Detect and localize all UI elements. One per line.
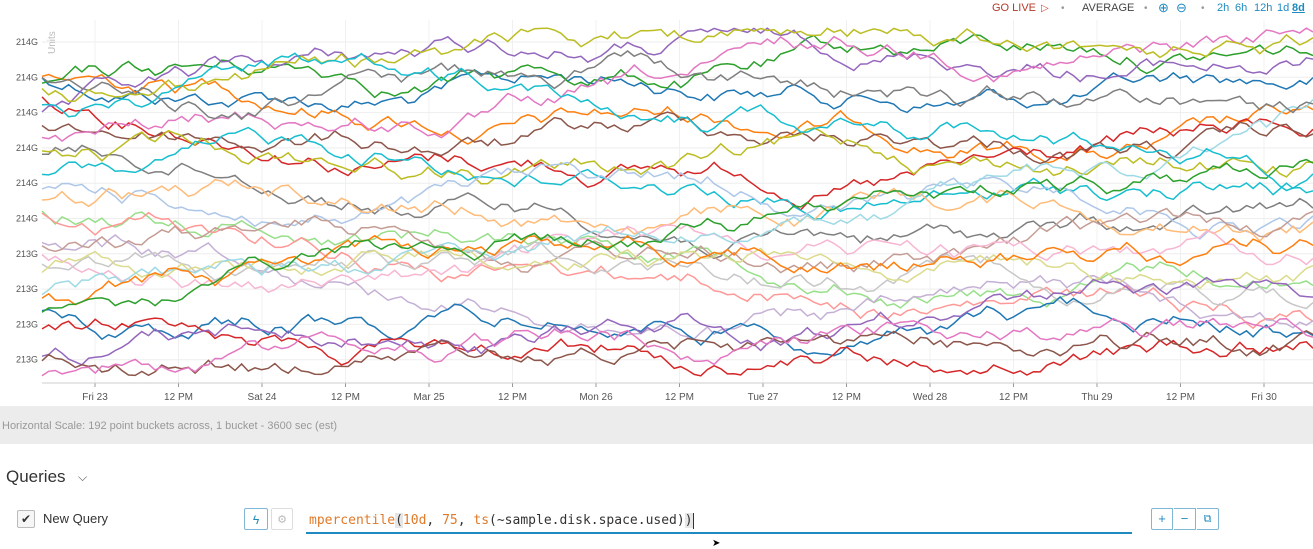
x-tick-label: Thu 29 xyxy=(1081,392,1113,403)
chart-toolbar: GO LIVE ▷ • AVERAGE • ⊕ ⊖ • 2h 6h 12h 1d… xyxy=(0,0,1313,18)
line-chart[interactable]: 214G 214G 214G 214G 214G 214G 213G 213G 213G 213G… xyxy=(0,18,1313,406)
chart-series xyxy=(41,27,1313,377)
y-tick-label: 214G xyxy=(16,37,38,47)
series-line[interactable] xyxy=(41,276,1313,366)
text-cursor xyxy=(692,512,694,529)
x-tick-label: Fri 30 xyxy=(1251,392,1277,403)
zoom-out-icon[interactable]: ⊖ xyxy=(1176,0,1187,15)
horizontal-scale-text: Horizontal Scale: 192 point buckets acro… xyxy=(2,420,338,432)
y-tick-label: 214G xyxy=(16,143,38,153)
series-line[interactable] xyxy=(41,50,1313,121)
range-6h[interactable]: 6h xyxy=(1235,2,1248,14)
y-tick-label: 213G xyxy=(16,284,38,294)
range-8d[interactable]: 8d xyxy=(1292,2,1305,14)
vertical-grid xyxy=(94,20,1265,383)
expr-sep: , xyxy=(426,513,443,528)
series-line[interactable] xyxy=(41,295,1313,357)
query-expression-input[interactable]: mpercentile(10d, 75, ts(~sample.disk.spa… xyxy=(306,509,1132,534)
x-tick-label: Mar 25 xyxy=(413,392,445,403)
query-enable-checkbox[interactable]: ✔ xyxy=(17,510,35,528)
separator-dot: • xyxy=(1144,3,1148,14)
x-tick-label: 12 PM xyxy=(999,392,1028,403)
series-line[interactable] xyxy=(41,27,1313,113)
x-tick-label: 12 PM xyxy=(331,392,360,403)
aggregation-select[interactable]: AVERAGE xyxy=(1082,2,1135,14)
x-axis-ticks: Fri 23 12 PM Sat 24 12 PM Mar 25 12 PM Mon 26 1… xyxy=(42,382,1313,403)
series-line[interactable] xyxy=(41,96,1313,212)
x-tick-label: Fri 23 xyxy=(82,392,108,403)
series-line[interactable] xyxy=(41,329,1313,377)
y-tick-label: 213G xyxy=(16,355,38,365)
y-tick-label: 214G xyxy=(16,214,38,224)
y-tick-label: 213G xyxy=(16,319,38,329)
series-line[interactable] xyxy=(41,73,1313,164)
series-line[interactable] xyxy=(41,127,1313,185)
series-line[interactable] xyxy=(41,126,1313,220)
y-tick-label: 214G xyxy=(16,178,38,188)
lightning-icon[interactable]: ϟ xyxy=(244,508,268,530)
series-line[interactable] xyxy=(41,241,1313,310)
series-line[interactable] xyxy=(41,317,1313,377)
x-tick-label: 12 PM xyxy=(665,392,694,403)
series-line[interactable] xyxy=(41,27,1313,103)
y-tick-label: 213G xyxy=(16,249,38,259)
range-12h[interactable]: 12h xyxy=(1254,2,1273,14)
copy-icon[interactable]: ⧉ xyxy=(1197,508,1219,530)
x-tick-label: 12 PM xyxy=(164,392,193,403)
chevron-down-icon[interactable]: ⌵ xyxy=(78,470,88,484)
series-line[interactable] xyxy=(41,111,1313,165)
series-line[interactable] xyxy=(41,247,1313,290)
x-tick-label: 12 PM xyxy=(1166,392,1195,403)
separator-dot: • xyxy=(1201,3,1205,14)
x-tick-label: Tue 27 xyxy=(748,392,779,403)
queries-title[interactable]: Queries xyxy=(6,467,66,486)
remove-query-button[interactable]: − xyxy=(1174,508,1196,530)
series-line[interactable] xyxy=(41,211,1313,330)
expr-arg-percentile: 75 xyxy=(442,513,458,528)
query-name[interactable]: New Query xyxy=(43,511,109,526)
series-line[interactable] xyxy=(41,34,1313,99)
series-line[interactable] xyxy=(41,161,1313,240)
play-triangle-icon[interactable]: ▷ xyxy=(1041,3,1049,14)
series-line[interactable] xyxy=(41,178,1313,243)
add-query-button[interactable]: + xyxy=(1151,508,1173,530)
series-line[interactable] xyxy=(41,317,1313,377)
series-line[interactable] xyxy=(41,52,1313,194)
expr-sep: , xyxy=(457,513,474,528)
gear-icon[interactable]: ⚙ xyxy=(271,508,293,530)
range-2h[interactable]: 2h xyxy=(1217,2,1230,14)
series-line[interactable] xyxy=(41,69,1313,114)
x-tick-label: 12 PM xyxy=(498,392,527,403)
x-tick-label: Sat 24 xyxy=(248,392,277,403)
series-line[interactable] xyxy=(41,99,1313,296)
expr-metric: (~sample.disk.space.used) xyxy=(489,513,685,528)
y-tick-label: 214G xyxy=(16,72,38,82)
expr-arg-window: 10d xyxy=(402,513,427,528)
x-tick-label: Mon 26 xyxy=(579,392,613,403)
horizontal-scale-bar: Horizontal Scale: 192 point buckets acro… xyxy=(0,406,1313,444)
expr-ts-function: ts xyxy=(473,513,490,528)
range-1d[interactable]: 1d xyxy=(1277,2,1290,14)
expr-close-paren: ) xyxy=(684,513,693,528)
x-tick-label: Wed 28 xyxy=(913,392,948,403)
y-axis-ticks: 214G 214G 214G 214G 214G 214G 213G 213G 213G 213G xyxy=(16,37,38,365)
mouse-pointer-icon: ➤ xyxy=(712,538,721,549)
expr-open-paren: ( xyxy=(395,513,403,528)
zoom-in-icon[interactable]: ⊕ xyxy=(1158,0,1169,15)
y-tick-label: 214G xyxy=(16,108,38,118)
y-axis-label: Units xyxy=(47,31,58,54)
series-line[interactable] xyxy=(41,234,1313,306)
series-line[interactable] xyxy=(41,158,1313,313)
separator-dot: • xyxy=(1061,3,1065,14)
go-live-button[interactable]: GO LIVE xyxy=(992,2,1037,14)
x-tick-label: 12 PM xyxy=(832,392,861,403)
expr-function: mpercentile xyxy=(309,513,396,528)
series-line[interactable] xyxy=(41,207,1313,274)
